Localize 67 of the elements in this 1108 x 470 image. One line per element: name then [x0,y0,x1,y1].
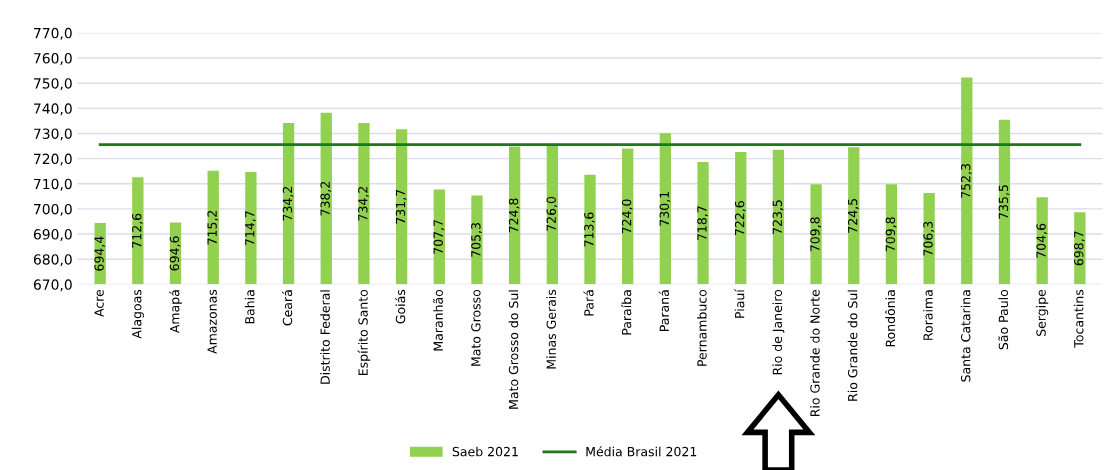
x-tick-label: São Paulo [998,289,1009,350]
x-tick-label: Mato Grosso do Sul [508,290,519,409]
data-label: 694,4 [94,236,106,271]
legend-label: Média Brasil 2021 [586,446,697,457]
data-label: 734,2 [358,186,369,221]
x-tick-label: Goiás [395,289,406,324]
y-tick-label: 680,0 [33,254,72,267]
data-label: 724,8 [508,198,520,233]
data-label: 709,8 [810,217,821,252]
y-tick-label: 720,0 [34,153,72,166]
y-tick-label: 670,0 [33,279,72,292]
x-tick-label: Rio Grande do Norte [810,289,820,417]
data-label: 707,7 [433,220,445,254]
data-label: 723,5 [772,200,784,234]
data-label: 714,7 [245,211,256,246]
x-tick-label: Espírito Santo [357,289,371,375]
y-tick-label: 750,0 [34,78,72,91]
y-tick-label: 760,0 [34,53,72,65]
data-label: 722,6 [734,201,746,236]
y-tick-label: 700,0 [34,203,72,216]
x-tick-label: Minas Gerais [546,289,556,369]
x-tick-label: Amapá [169,290,182,334]
x-tick-label: Pernambuco [697,289,707,366]
data-label: 726,0 [546,196,558,231]
data-label: 718,7 [697,206,708,240]
x-tick-label: Rio de Janeiro [772,289,785,375]
x-tick-label: Santa Catarina [960,290,971,382]
y-tick-label: 770,0 [34,27,72,40]
data-label: 705,3 [471,223,482,257]
x-tick-label: Acre [94,289,104,317]
data-label: 706,3 [923,221,935,256]
x-tick-label: Roraima [923,290,933,340]
y-tick-label: 690,0 [33,229,72,241]
x-tick-label: Amazonas [207,289,217,354]
data-label: 735,5 [998,185,1010,219]
x-tick-label: Tocantins [1073,289,1084,348]
data-label: 712,6 [132,213,143,248]
data-label: 709,8 [885,217,897,252]
x-tick-label: Piauí [734,288,745,318]
x-tick-label: Distrito Federal [320,290,330,384]
data-label: 724,0 [621,199,633,234]
data-label: 698,7 [1074,231,1085,266]
y-tick-label: 710,0 [34,178,72,191]
x-tick-label: Ceará [282,290,293,326]
data-label: 704,6 [1036,223,1048,258]
x-tick-label: Maranhão [433,289,443,351]
data-label: 730,1 [659,192,671,226]
x-tick-label: Paraíba [621,290,632,335]
data-label: 715,2 [207,210,219,245]
x-tick-label: Mato Grosso [471,289,481,366]
x-tick-label: Bahia [244,290,255,324]
y-tick-label: 740,0 [34,103,72,116]
x-tick-label: Rondônia [884,290,896,347]
x-tick-label: Sergipe [1036,289,1049,336]
data-label: 724,5 [847,199,859,233]
legend-label: Saeb 2021 [452,446,518,457]
x-tick-label: Paraná [658,290,669,331]
data-label: 752,3 [960,163,972,198]
data-label: 731,7 [395,189,407,224]
x-tick-label: Pará [583,290,594,316]
x-tick-label: Rio Grande do Sul [847,290,858,401]
data-label: 713,6 [584,212,595,247]
x-tick-label: Alagoas [131,289,144,339]
data-label: 738,2 [320,181,332,216]
data-label: 694,6 [169,236,181,271]
y-tick-label: 730,0 [34,128,72,141]
data-label: 734,2 [282,186,294,221]
